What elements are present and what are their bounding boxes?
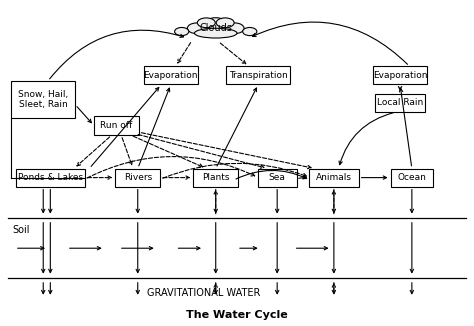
Text: Soil: Soil [12,225,30,234]
Text: Rivers: Rivers [124,173,152,182]
Text: Evaporation: Evaporation [144,71,198,80]
Text: Local Rain: Local Rain [377,98,423,108]
FancyBboxPatch shape [144,66,198,84]
Ellipse shape [243,27,257,36]
Text: Run off: Run off [100,121,133,130]
Ellipse shape [216,18,234,28]
Text: Sea: Sea [269,173,286,182]
FancyBboxPatch shape [227,66,290,84]
FancyBboxPatch shape [309,169,359,187]
FancyBboxPatch shape [94,116,139,135]
Ellipse shape [197,18,215,28]
FancyBboxPatch shape [193,169,238,187]
FancyBboxPatch shape [115,169,160,187]
Text: Evaporation: Evaporation [373,71,427,80]
Ellipse shape [187,23,206,34]
Text: Clouds: Clouds [199,23,232,33]
FancyBboxPatch shape [258,169,297,187]
Ellipse shape [194,28,237,38]
Ellipse shape [225,23,244,34]
Text: Animals: Animals [316,173,352,182]
Text: Plants: Plants [202,173,229,182]
FancyBboxPatch shape [375,94,425,112]
Text: Ponds & Lakes: Ponds & Lakes [18,173,83,182]
Text: The Water Cycle: The Water Cycle [186,310,288,320]
FancyBboxPatch shape [373,66,427,84]
FancyBboxPatch shape [391,169,433,187]
Ellipse shape [174,27,189,36]
Text: Ocean: Ocean [397,173,426,182]
Text: Transpiration: Transpiration [229,71,288,80]
Text: GRAVITATIONAL WATER: GRAVITATIONAL WATER [147,289,261,299]
Text: Snow, Hail,
Sleet, Rain: Snow, Hail, Sleet, Rain [18,90,68,110]
Ellipse shape [203,18,229,32]
FancyBboxPatch shape [16,169,84,187]
FancyBboxPatch shape [11,81,75,118]
